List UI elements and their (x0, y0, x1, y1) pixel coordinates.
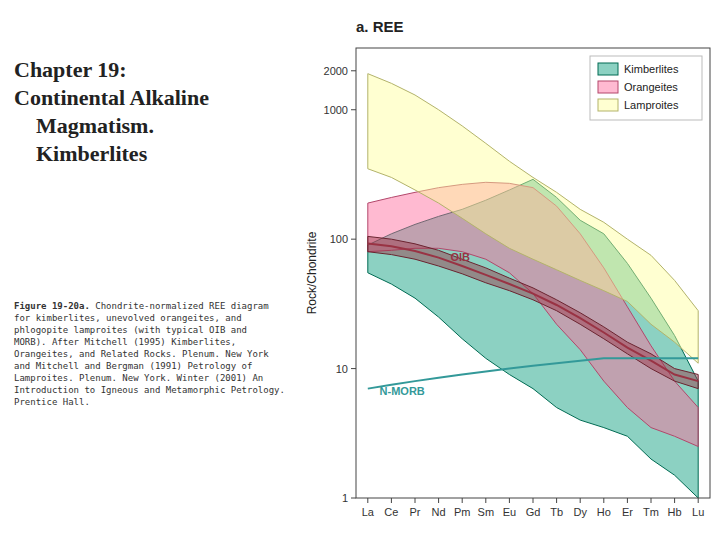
x-tick-label: Ce (384, 506, 398, 518)
x-tick-label: Eu (503, 506, 516, 518)
y-tick-label: 2000 (324, 65, 348, 77)
x-tick-label: La (362, 506, 375, 518)
subtitle: a. REE (356, 18, 404, 35)
x-tick (462, 498, 463, 503)
x-tick (415, 498, 416, 503)
legend-swatch (598, 81, 618, 93)
legend-label: Lamproites (624, 99, 679, 111)
x-tick (627, 498, 628, 503)
series-line (368, 358, 698, 388)
legend-swatch (598, 99, 618, 111)
x-tick (438, 498, 439, 503)
x-tick-label: Er (622, 506, 633, 518)
caption: Figure 19-20a. Chondrite-normalized REE … (14, 300, 285, 408)
y-tick (351, 109, 356, 110)
x-tick (674, 498, 675, 503)
legend-label: Orangeites (624, 81, 678, 93)
x-tick-label: Pr (410, 506, 421, 518)
x-tick-label: Ho (597, 506, 611, 518)
range-band (368, 236, 698, 388)
x-tick-label: Dy (573, 506, 587, 518)
text-panel: Chapter 19: Continental Alkaline Magmati… (0, 0, 300, 540)
x-tick-label: Tb (550, 506, 563, 518)
x-tick-label: Hb (668, 506, 682, 518)
page: Chapter 19: Continental Alkaline Magmati… (0, 0, 720, 540)
x-tick (556, 498, 557, 503)
legend-label: Kimberlites (624, 63, 679, 75)
x-tick-label: Pm (454, 506, 471, 518)
x-tick (391, 498, 392, 503)
x-tick (603, 498, 604, 503)
y-tick (351, 239, 356, 240)
legend-box (590, 56, 702, 120)
x-tick-label: Sm (478, 506, 495, 518)
y-axis-label: Rock/Chondrite (305, 231, 319, 314)
series-line (368, 244, 698, 382)
x-tick-label: Lu (692, 506, 704, 518)
x-tick-label: Tm (643, 506, 659, 518)
y-tick-label: 10 (336, 363, 348, 375)
x-tick (509, 498, 510, 503)
marks (368, 74, 698, 498)
x-tick (651, 498, 652, 503)
annotation: OIB (450, 251, 470, 263)
caption-figure: Figure 19-20a. (14, 301, 90, 311)
y-tick-label: 1000 (324, 104, 348, 116)
x-tick (698, 498, 699, 503)
caption-text: Chondrite-normalized REE diagram for kim… (14, 301, 285, 407)
legend-swatch (598, 63, 618, 75)
y-tick-label: 1 (342, 492, 348, 504)
legend: Kimberlites Orangeites Lamproites (590, 56, 702, 120)
x-tick-label: Nd (432, 506, 446, 518)
annotation: N-MORB (380, 385, 425, 397)
y-tick (351, 70, 356, 71)
x-tick (580, 498, 581, 503)
plot-frame (356, 48, 710, 498)
x-tick (367, 498, 368, 503)
x-tick (533, 498, 534, 503)
y-tick (351, 368, 356, 369)
y-tick (351, 498, 356, 499)
plot-area (356, 48, 710, 498)
x-tick-label: Gd (526, 506, 541, 518)
y-tick-label: 100 (330, 233, 348, 245)
x-tick (485, 498, 486, 503)
chart: a. REE 1 10 100 1000 2000 La Ce Pr Nd Pm Sm Eu Gd Tb Dy… (300, 0, 720, 540)
title: Chapter 19: Continental Alkaline Magmati… (14, 56, 209, 168)
